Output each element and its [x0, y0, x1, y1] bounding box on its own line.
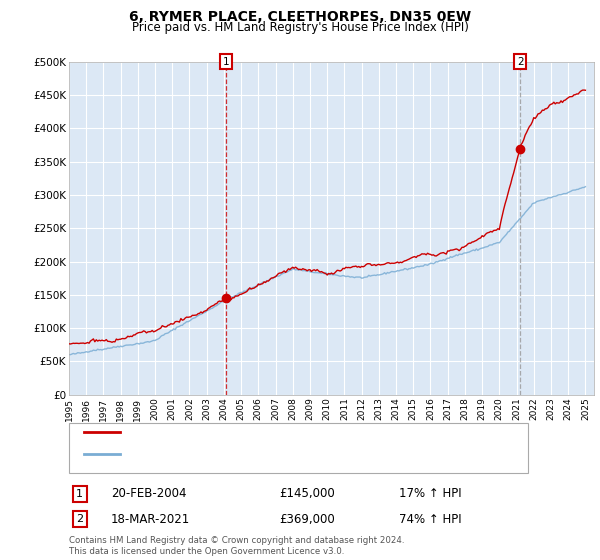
Text: 18-MAR-2021: 18-MAR-2021	[111, 512, 190, 526]
Text: Price paid vs. HM Land Registry's House Price Index (HPI): Price paid vs. HM Land Registry's House …	[131, 21, 469, 34]
Text: 6, RYMER PLACE, CLEETHORPES, DN35 0EW: 6, RYMER PLACE, CLEETHORPES, DN35 0EW	[129, 10, 471, 24]
Text: 74% ↑ HPI: 74% ↑ HPI	[399, 512, 461, 526]
Text: 17% ↑ HPI: 17% ↑ HPI	[399, 487, 461, 501]
Text: Contains HM Land Registry data © Crown copyright and database right 2024.
This d: Contains HM Land Registry data © Crown c…	[69, 536, 404, 556]
Text: 1: 1	[76, 489, 83, 499]
Text: £145,000: £145,000	[279, 487, 335, 501]
Text: 2: 2	[76, 514, 83, 524]
Text: 6, RYMER PLACE, CLEETHORPES, DN35 0EW (detached house): 6, RYMER PLACE, CLEETHORPES, DN35 0EW (d…	[126, 427, 473, 437]
Text: £369,000: £369,000	[279, 512, 335, 526]
Text: 2: 2	[517, 57, 523, 67]
Text: HPI: Average price, detached house, North East Lincolnshire: HPI: Average price, detached house, Nort…	[126, 449, 461, 459]
Text: 1: 1	[223, 57, 229, 67]
Text: 20-FEB-2004: 20-FEB-2004	[111, 487, 187, 501]
